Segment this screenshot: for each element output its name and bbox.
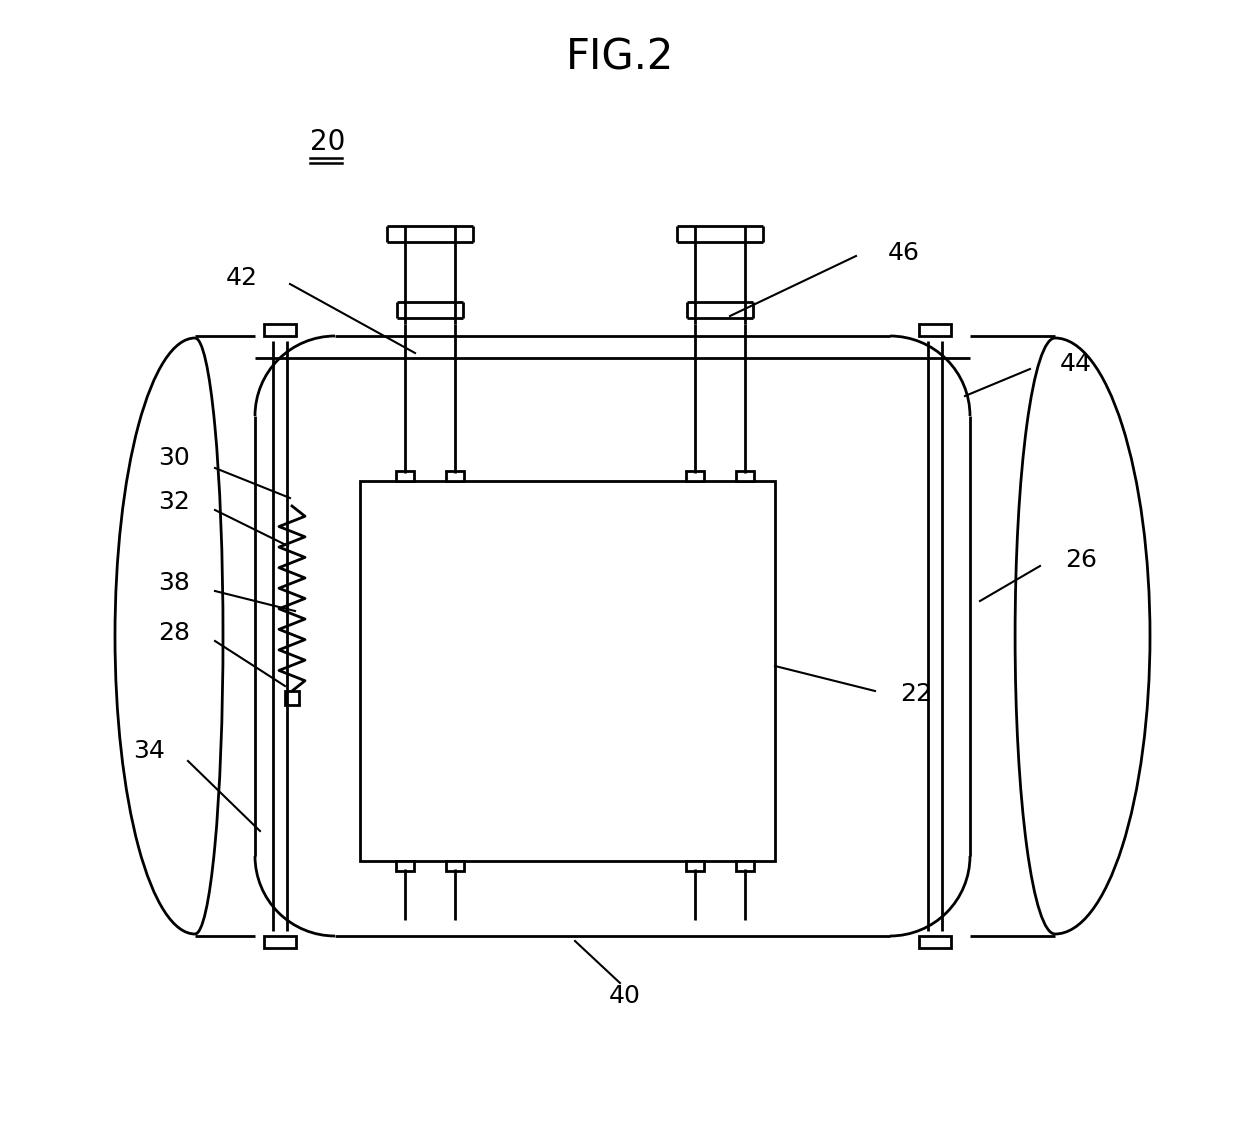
Text: 44: 44 [1060,352,1092,376]
Text: 30: 30 [159,446,190,470]
Text: 20: 20 [310,128,346,156]
Bar [396,861,414,871]
Bar [919,324,951,336]
Text: FIG.2: FIG.2 [565,37,675,79]
Text: 38: 38 [159,571,190,595]
Text: 32: 32 [159,490,190,515]
Text: 26: 26 [1065,548,1097,572]
Bar [360,481,775,861]
Bar [285,691,299,705]
Bar [686,861,704,871]
Bar [264,324,296,336]
Text: 22: 22 [900,682,932,706]
Bar [919,936,951,948]
Bar [446,861,464,871]
Text: 34: 34 [133,739,165,763]
Text: 40: 40 [609,984,641,1008]
Bar [737,861,754,871]
Text: 42: 42 [226,266,258,290]
Bar [737,471,754,481]
Bar [686,471,704,481]
Text: 28: 28 [157,621,190,645]
Bar [446,471,464,481]
Bar [264,936,296,948]
Bar [396,471,414,481]
Text: 46: 46 [888,241,920,265]
